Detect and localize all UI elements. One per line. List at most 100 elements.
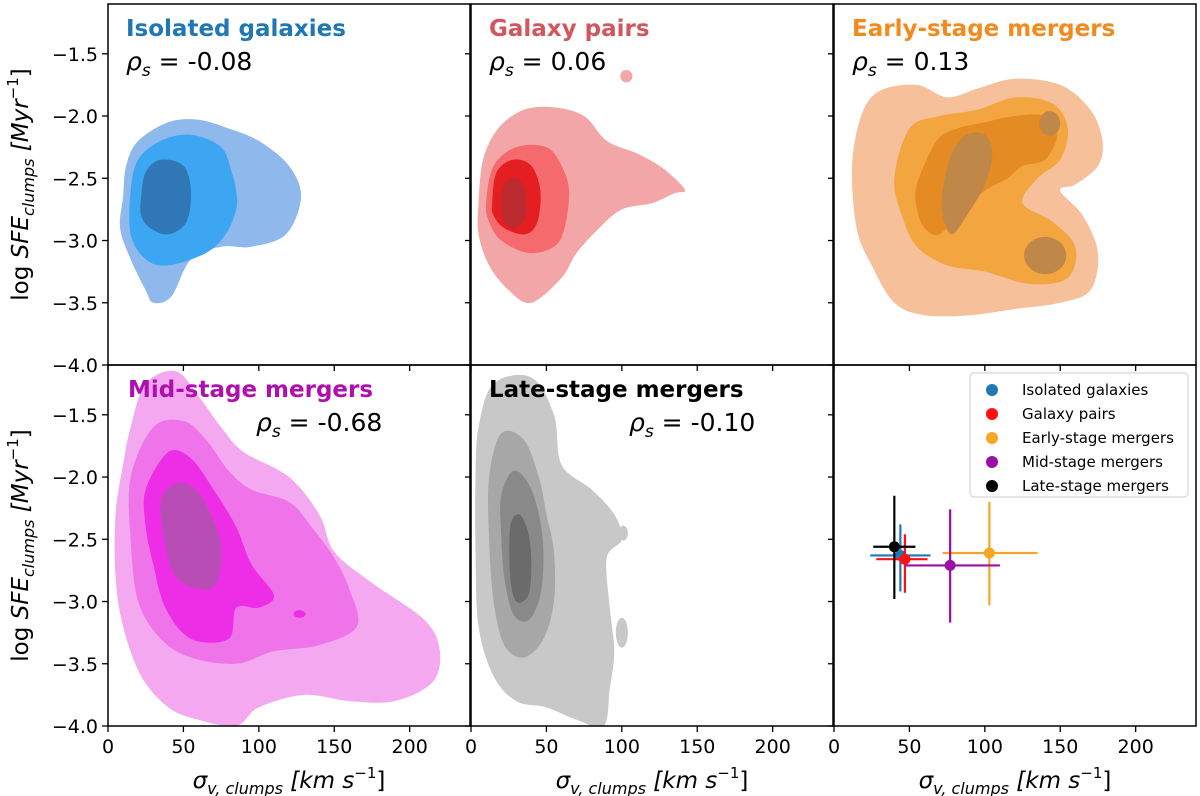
xlabel-close: ]	[739, 768, 748, 794]
rho-value: 0.13	[914, 47, 970, 76]
y-tick-label: −2.5	[52, 529, 98, 551]
ylabel-unit: [Myr	[8, 459, 34, 512]
rho-value: -0.68	[318, 408, 383, 437]
density-island-1	[620, 69, 633, 83]
summary-point-3	[942, 501, 1038, 606]
legend-marker	[986, 384, 998, 396]
xlabel-unit-sup: −1	[1080, 764, 1102, 782]
ylabel-space	[8, 512, 34, 519]
x-axis-label: σv, clumps [km s−1]	[556, 764, 749, 796]
rho-equals: =	[654, 408, 691, 437]
x-tick-label: 200	[1118, 736, 1154, 758]
legend-marker	[986, 432, 998, 444]
x-tick-label: 50	[897, 736, 921, 758]
x-tick-label: 200	[392, 736, 428, 758]
ylabel-unit-sup: −1	[4, 77, 22, 99]
panel-frame	[470, 364, 834, 727]
x-tick-label: 200	[755, 736, 791, 758]
xlabel-space	[1009, 768, 1016, 794]
density-contour-level-4	[941, 132, 993, 235]
xlabel-unit: [km s	[653, 768, 717, 794]
rho-annotation: ρs = -0.10	[629, 408, 755, 442]
x-tick-label: 0	[465, 736, 477, 758]
xlabel-close: ]	[1102, 768, 1111, 794]
panel-4: Mid-stage mergers ρs = -0.68 −4.0 −3.5 −3.0 −…	[4, 364, 471, 796]
panel-title: Isolated galaxies	[126, 16, 346, 42]
y-tick-label: −1.5	[52, 405, 98, 427]
plot-area	[114, 370, 441, 726]
density-island-1	[1039, 111, 1061, 136]
summary-marker	[899, 553, 911, 565]
xlabel-close: ]	[376, 768, 385, 794]
xlabel-space	[283, 768, 290, 794]
xlabel-sigma: σ	[919, 768, 935, 794]
ylabel-prefix: log	[8, 258, 34, 300]
legend-marker	[986, 480, 998, 492]
density-contour-level-3	[140, 159, 192, 235]
density-contour-level-4	[501, 178, 527, 229]
xlabel-subscript: v, clumps	[207, 779, 283, 796]
rho-value: -0.08	[188, 47, 253, 76]
x-tick-label: 50	[171, 736, 195, 758]
density-island-1	[293, 610, 306, 618]
density-island-1	[618, 525, 628, 541]
y-tick-label: −3.5	[52, 654, 98, 676]
density-contour-level-4	[509, 514, 532, 603]
summary-point-2	[876, 534, 928, 593]
panel-5: Late-stage mergers ρs = -0.10 0 50 100 150 200…	[465, 364, 834, 796]
x-tick-label: 150	[1042, 736, 1078, 758]
ylabel-main: SFE	[8, 577, 34, 620]
rho-equals: =	[877, 47, 914, 76]
xlabel-unit-sup: −1	[354, 764, 376, 782]
panel-frame	[107, 364, 471, 727]
summary-marker	[888, 541, 900, 553]
rho-annotation: ρs = 0.13	[852, 47, 969, 81]
y-axis-label: log SFEclumps [Myr−1]	[4, 68, 38, 301]
plot-area	[851, 78, 1103, 317]
y-tick-label: −1.5	[52, 44, 98, 66]
density-island-2	[1024, 236, 1067, 275]
rho-symbol: ρ	[629, 408, 645, 437]
x-axis-label: σv, clumps [km s−1]	[919, 764, 1112, 796]
x-tick-label: 150	[316, 736, 352, 758]
legend-label: Galaxy pairs	[1022, 405, 1116, 423]
rho-symbol: ρ	[256, 408, 272, 437]
y-tick-label: −3.0	[52, 592, 98, 614]
y-tick-label: −4.0	[52, 355, 98, 377]
y-tick-label: −2.0	[52, 467, 98, 489]
plot-area	[119, 119, 302, 304]
panel-title: Late-stage mergers	[489, 377, 744, 403]
legend-marker	[986, 456, 998, 468]
xlabel-subscript: v, clumps	[570, 779, 646, 796]
rho-subscript: s	[868, 61, 877, 81]
rho-subscript: s	[142, 61, 151, 81]
panel-title: Early-stage mergers	[852, 16, 1115, 42]
x-axis-label: σv, clumps [km s−1]	[193, 764, 386, 796]
plot-area	[870, 495, 1038, 623]
rho-symbol: ρ	[489, 47, 505, 76]
legend-label: Isolated galaxies	[1022, 381, 1149, 399]
y-axis-label: log SFEclumps [Myr−1]	[4, 429, 38, 662]
xlabel-unit-sup: −1	[717, 764, 739, 782]
summary-point-4	[904, 509, 1000, 623]
rho-annotation: ρs = -0.08	[126, 47, 252, 81]
summary-point-5	[873, 495, 916, 600]
x-tick-label: 100	[967, 736, 1003, 758]
panel-2: Galaxy pairs ρs = 0.06	[465, 3, 834, 371]
rho-value: 0.06	[551, 47, 607, 76]
ylabel-unit-sup: −1	[4, 438, 22, 460]
ylabel-prefix: log	[8, 619, 34, 661]
x-tick-label: 100	[604, 736, 640, 758]
rho-value: -0.10	[691, 408, 756, 437]
xlabel-unit: [km s	[1016, 768, 1080, 794]
summary-marker	[983, 547, 995, 559]
rho-equals: =	[151, 47, 188, 76]
rho-subscript: s	[645, 422, 654, 442]
rho-symbol: ρ	[126, 47, 142, 76]
panel-1: Isolated galaxies ρs = -0.08 −4.0 −3.5 −3.0 −…	[4, 3, 471, 377]
ylabel-space	[8, 151, 34, 158]
legend-marker	[986, 408, 998, 420]
ylabel-subscript: clumps	[19, 159, 38, 216]
legend-label: Late-stage mergers	[1022, 477, 1169, 495]
panel-6: Isolated galaxies Galaxy pairs Early-stage…	[828, 364, 1197, 796]
